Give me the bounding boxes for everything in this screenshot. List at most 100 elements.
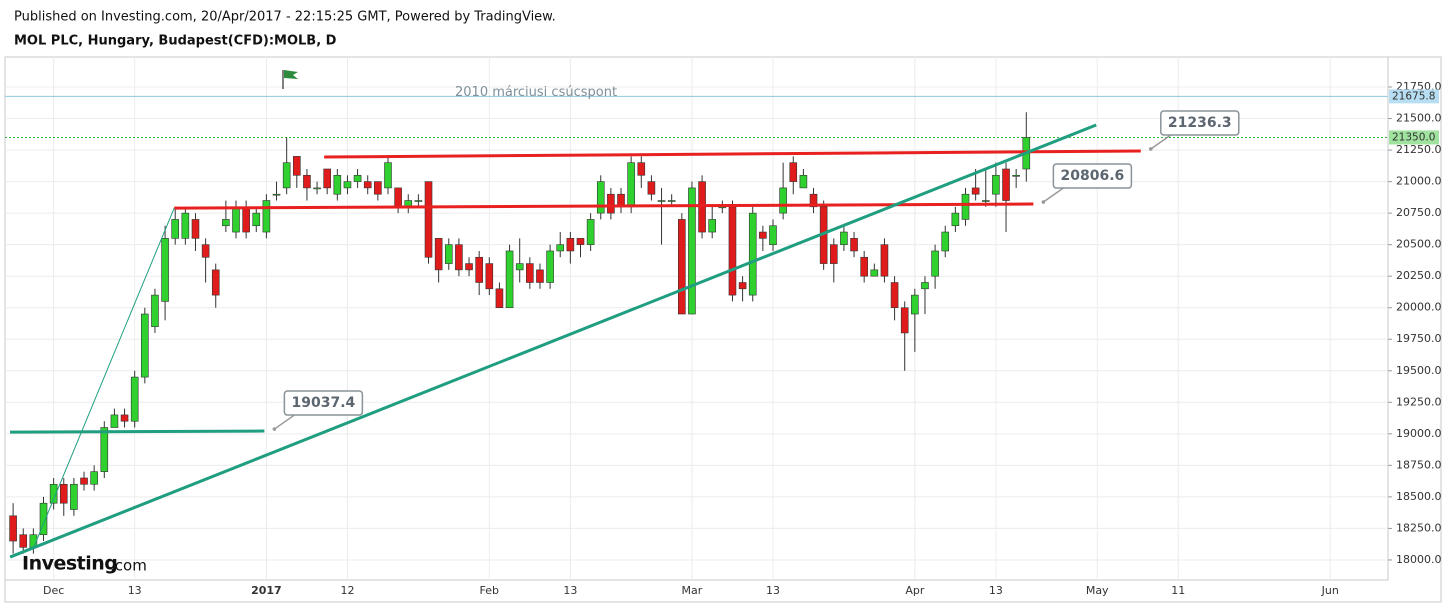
trend-line bbox=[174, 202, 1034, 210]
y-tick-label: 21500.0 bbox=[1396, 112, 1442, 125]
candle-body bbox=[201, 244, 210, 258]
candle-body bbox=[120, 414, 129, 422]
candle-body bbox=[769, 225, 777, 245]
x-tick-label: 11 bbox=[1171, 584, 1185, 597]
candle-body bbox=[759, 231, 767, 239]
callout-box bbox=[1160, 110, 1240, 136]
candle-body bbox=[546, 250, 554, 283]
candle-body bbox=[313, 187, 321, 190]
candle-body bbox=[607, 193, 615, 214]
candle-body bbox=[789, 162, 798, 182]
candle-body bbox=[333, 174, 342, 195]
candle-body bbox=[262, 200, 271, 233]
y-tick-label: 18250.0 bbox=[1396, 521, 1442, 534]
y-tick-label: 19000.0 bbox=[1396, 427, 1442, 440]
candle-body bbox=[465, 263, 473, 271]
callout-pointer bbox=[1150, 134, 1172, 150]
candle-body bbox=[70, 483, 78, 510]
callout-box bbox=[1052, 163, 1133, 189]
callout-label: 19037.4 bbox=[291, 395, 355, 411]
candle-body bbox=[171, 219, 180, 239]
y-tick-label: 18500.0 bbox=[1396, 490, 1442, 503]
candle-body bbox=[667, 200, 676, 202]
candle-body bbox=[252, 212, 261, 227]
candle-body bbox=[282, 162, 291, 189]
callout-label: 21236.3 bbox=[1168, 115, 1232, 131]
candle-body bbox=[738, 282, 747, 290]
candle-body bbox=[80, 477, 88, 485]
symbol-title: MOL PLC, Hungary, Budapest(CFD):MOLB, D bbox=[14, 34, 337, 49]
candle-body bbox=[1012, 174, 1020, 177]
trend-line bbox=[9, 123, 1097, 559]
x-tick-label: 13 bbox=[128, 584, 142, 597]
candle-body bbox=[637, 162, 646, 176]
price-label-box bbox=[1389, 130, 1439, 145]
candle-body bbox=[323, 168, 331, 189]
candle-body bbox=[688, 187, 696, 315]
candle-body bbox=[596, 181, 605, 214]
candle-body bbox=[870, 269, 879, 277]
x-tick-label: 12 bbox=[340, 584, 354, 597]
candle-body bbox=[657, 200, 666, 202]
candle-body bbox=[921, 282, 929, 290]
candle-body bbox=[130, 376, 139, 422]
candle-body bbox=[49, 483, 58, 504]
candle-body bbox=[414, 200, 423, 202]
candle-body bbox=[515, 263, 524, 271]
candle-body bbox=[374, 181, 382, 195]
y-tick-label: 20750.0 bbox=[1396, 206, 1442, 219]
candle-body bbox=[911, 294, 919, 315]
callout-pointer bbox=[1042, 187, 1064, 203]
price-label-box bbox=[1389, 89, 1439, 104]
y-tick-label: 20500.0 bbox=[1396, 238, 1442, 251]
trend-line bbox=[324, 149, 1141, 159]
candle-body bbox=[951, 212, 960, 227]
price-label: 21675.8 bbox=[1392, 90, 1435, 102]
candle-body bbox=[39, 502, 48, 536]
candle-body bbox=[151, 294, 159, 327]
price-label: 21350.0 bbox=[1392, 131, 1435, 143]
candle-body bbox=[850, 238, 858, 252]
candle-body bbox=[272, 193, 281, 196]
candle-body bbox=[860, 256, 868, 277]
candle-body bbox=[941, 231, 950, 252]
candle-body bbox=[728, 206, 737, 296]
candle-body bbox=[384, 162, 392, 189]
candle-body bbox=[394, 187, 402, 208]
candle-body bbox=[424, 181, 433, 258]
x-tick-label: 2017 bbox=[251, 584, 282, 597]
candle-body bbox=[59, 483, 68, 504]
candle-body bbox=[678, 219, 686, 315]
candle-body bbox=[586, 219, 595, 245]
x-tick-label: 13 bbox=[989, 584, 1003, 597]
candle-body bbox=[992, 174, 1000, 195]
y-tick-label: 19500.0 bbox=[1396, 364, 1442, 377]
callout-box bbox=[283, 390, 364, 416]
y-tick-label: 20250.0 bbox=[1396, 269, 1442, 282]
candle-body bbox=[840, 231, 848, 245]
candle-body bbox=[829, 244, 838, 264]
candle-body bbox=[627, 162, 635, 208]
x-tick-label: Mar bbox=[682, 584, 703, 597]
candle-body bbox=[444, 244, 453, 264]
candle-body bbox=[211, 269, 220, 296]
trend-line bbox=[10, 429, 265, 434]
y-tick-label: 20000.0 bbox=[1396, 301, 1442, 314]
candle-body bbox=[191, 219, 200, 239]
candle-body bbox=[292, 156, 301, 176]
candle-body bbox=[485, 263, 494, 290]
candle-body bbox=[232, 206, 240, 233]
trend-line bbox=[32, 207, 175, 549]
callout-dot bbox=[1041, 200, 1046, 204]
candle-body bbox=[931, 250, 939, 277]
candle-body bbox=[434, 238, 443, 271]
candle-body bbox=[495, 288, 504, 309]
candle-body bbox=[1002, 168, 1010, 201]
candle-body bbox=[353, 174, 362, 182]
candle-body bbox=[181, 212, 190, 239]
y-tick-label: 21000.0 bbox=[1396, 175, 1442, 188]
y-tick-label: 18000.0 bbox=[1396, 553, 1442, 566]
candle-body bbox=[90, 471, 98, 485]
candle-body bbox=[779, 187, 787, 214]
